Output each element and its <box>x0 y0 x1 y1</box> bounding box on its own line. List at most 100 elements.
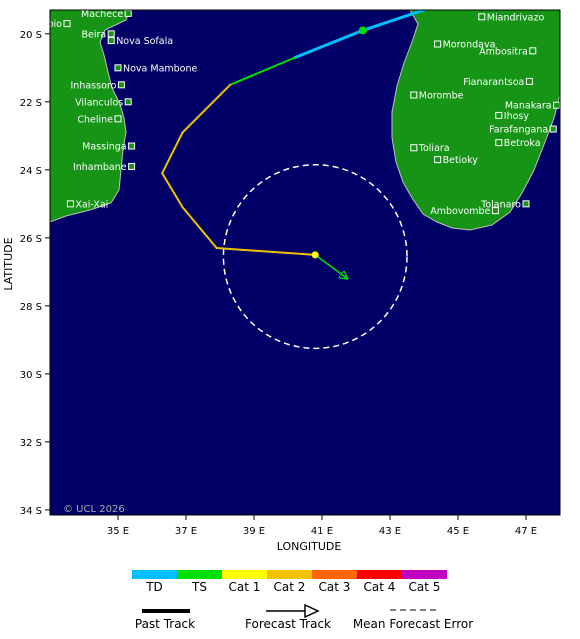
y-tick-label: 28 S <box>20 302 42 313</box>
city-label: Manakara <box>505 101 552 112</box>
past-track-segment <box>161 172 184 209</box>
city-marker <box>491 207 499 215</box>
y-tick-label: 22 S <box>20 98 42 109</box>
legend-swatch <box>222 570 267 579</box>
city-marker <box>553 101 560 109</box>
x-tick-label: 41 E <box>311 526 333 537</box>
legend-category-label: Cat 3 <box>319 580 351 594</box>
y-tick-label: 26 S <box>20 234 42 245</box>
city-marker <box>478 13 486 21</box>
city-label: Ambovombe <box>430 206 490 217</box>
city-marker <box>549 125 557 133</box>
mean-forecast-error-circle <box>222 163 408 350</box>
city-label: Morondava <box>443 40 496 51</box>
past-track-segment <box>361 10 426 32</box>
legend: TD TS Cat 1 Cat 2 Cat 3 Cat 4 Cat 5 Past Track… <box>132 570 473 631</box>
legend-labels: TD TS Cat 1 Cat 2 Cat 3 Cat 4 Cat 5 <box>145 580 440 594</box>
legend-category-label: Cat 4 <box>364 580 396 594</box>
ts-position-dot <box>358 26 367 35</box>
city-marker <box>495 111 503 119</box>
city-marker <box>124 10 132 17</box>
city-layer: Machece Chimoio Beira Nova Sofala Nova Mambo… <box>50 9 560 217</box>
y-tick-label: 34 S <box>20 506 42 517</box>
city-label: Toliara <box>418 143 450 154</box>
city-label: Nova Mambone <box>123 63 198 74</box>
legend-swatch <box>402 570 447 579</box>
city-label: Miandrivazo <box>487 12 545 23</box>
past-track-segment <box>293 28 365 60</box>
mean-error-legend-label: Mean Forecast Error <box>353 617 473 631</box>
city-label: Betroka <box>504 138 541 149</box>
map-panel: Machece Chimoio Beira Nova Sofala Nova Mambo… <box>49 9 561 516</box>
axis-layer: 35 E 37 E 39 E 41 E 43 E 45 E 47 E 20 S 22 S 24 S… <box>20 30 537 537</box>
city-label: Beira <box>81 29 106 40</box>
city-label: Inhambane <box>73 162 127 173</box>
city-marker <box>124 98 132 106</box>
y-tick-label: 24 S <box>20 166 42 177</box>
city-label: Ambositra <box>479 46 528 57</box>
city-marker <box>434 156 442 164</box>
legend-category-label: TD <box>145 580 163 594</box>
city-marker <box>107 37 115 45</box>
city-label: Vilanculos <box>75 97 123 108</box>
forecast-track-arrow <box>314 254 347 279</box>
x-tick-label: 43 E <box>379 526 401 537</box>
y-tick-label: 20 S <box>20 30 42 41</box>
city-label: Fianarantsoa <box>463 77 524 88</box>
legend-color-bar <box>132 570 447 579</box>
city-marker <box>117 81 125 89</box>
city-label: Xai-Xai <box>75 199 108 210</box>
city-label: Nova Sofala <box>116 36 173 47</box>
city-marker <box>410 144 418 152</box>
x-tick-label: 39 E <box>243 526 265 537</box>
city-marker <box>525 77 533 85</box>
city-marker <box>114 115 122 123</box>
legend-category-label: Cat 1 <box>229 580 261 594</box>
legend-swatch <box>312 570 357 579</box>
legend-category-label: TS <box>191 580 207 594</box>
legend-swatch <box>132 570 177 579</box>
city-label: Ihosy <box>504 111 530 122</box>
city-marker <box>114 64 122 72</box>
madagascar-land <box>391 10 560 231</box>
x-tick-label: 45 E <box>447 526 469 537</box>
mozambique-land <box>50 10 131 223</box>
legend-category-label: Cat 5 <box>409 580 441 594</box>
city-marker <box>107 30 115 38</box>
past-track-segment <box>181 206 218 250</box>
city-label: Cheline <box>77 114 113 125</box>
y-axis-label: LATITUDE <box>2 237 15 290</box>
legend-swatch <box>267 570 312 579</box>
legend-swatch <box>177 570 222 579</box>
past-track-legend-label: Past Track <box>135 617 195 631</box>
city-marker <box>128 142 136 150</box>
city-label: Farafangana <box>489 125 548 136</box>
city-marker <box>522 200 530 208</box>
city-label: Morombe <box>419 91 464 102</box>
city-label: Inhassoro <box>71 80 117 91</box>
x-tick-label: 37 E <box>175 526 197 537</box>
city-marker <box>128 162 136 170</box>
current-position-dot <box>311 251 319 259</box>
y-tick-label: 30 S <box>20 370 42 381</box>
city-label: Massinga <box>82 142 126 153</box>
x-tick-label: 47 E <box>515 526 537 537</box>
city-marker <box>63 20 71 28</box>
past-track-segment <box>181 83 232 134</box>
legend-swatch <box>357 570 402 579</box>
city-marker <box>495 139 503 147</box>
forecast-track-legend-arrow <box>304 603 320 619</box>
city-marker <box>529 47 537 55</box>
city-marker <box>410 91 418 99</box>
copyright-text: © UCL 2026 <box>63 504 125 515</box>
plot-border <box>49 9 561 516</box>
track-layer <box>161 10 426 350</box>
y-tick-label: 32 S <box>20 438 42 449</box>
city-label: Machece <box>81 9 123 20</box>
city-marker <box>434 40 442 48</box>
x-axis-label: LONGITUDE <box>277 540 342 553</box>
past-track-segment <box>161 131 184 175</box>
past-track-segment <box>229 56 296 86</box>
city-label: Tolanaro <box>480 199 521 210</box>
